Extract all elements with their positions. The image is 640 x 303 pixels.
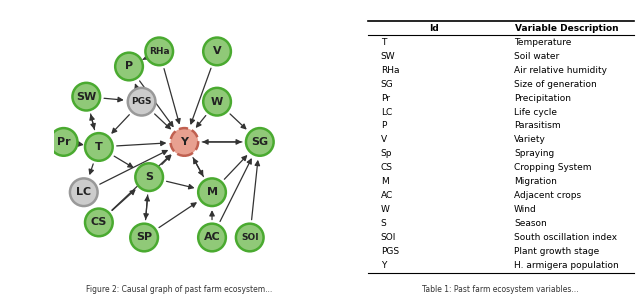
Text: Figure 2: Causal graph of past farm ecosystem...: Figure 2: Causal graph of past farm ecos… xyxy=(86,285,273,294)
Text: Y: Y xyxy=(180,137,188,147)
Circle shape xyxy=(246,128,274,156)
Text: RHa: RHa xyxy=(149,47,170,56)
Text: LC: LC xyxy=(76,187,92,197)
Circle shape xyxy=(198,224,226,251)
Text: AC: AC xyxy=(204,232,220,242)
Text: SP: SP xyxy=(136,232,152,242)
Circle shape xyxy=(70,178,97,206)
Text: SW: SW xyxy=(76,92,97,102)
Text: T: T xyxy=(95,142,103,152)
Circle shape xyxy=(85,208,113,236)
Circle shape xyxy=(170,128,198,156)
Text: Table 1: Past farm ecosystem variables...: Table 1: Past farm ecosystem variables..… xyxy=(422,285,579,294)
Circle shape xyxy=(135,163,163,191)
Circle shape xyxy=(131,224,158,251)
Circle shape xyxy=(236,224,264,251)
Circle shape xyxy=(198,178,226,206)
Text: Pr: Pr xyxy=(57,137,70,147)
Text: PGS: PGS xyxy=(131,97,152,106)
Circle shape xyxy=(145,38,173,65)
Circle shape xyxy=(115,53,143,80)
Text: V: V xyxy=(212,46,221,56)
Circle shape xyxy=(72,83,100,111)
Circle shape xyxy=(128,88,156,115)
Text: M: M xyxy=(207,187,218,197)
Text: SOI: SOI xyxy=(241,233,259,242)
Text: SG: SG xyxy=(252,137,268,147)
Text: W: W xyxy=(211,97,223,107)
Circle shape xyxy=(85,133,113,161)
Circle shape xyxy=(204,38,231,65)
Text: P: P xyxy=(125,62,133,72)
Circle shape xyxy=(204,88,231,115)
Circle shape xyxy=(50,128,77,156)
Text: S: S xyxy=(145,172,153,182)
Text: CS: CS xyxy=(91,217,107,228)
